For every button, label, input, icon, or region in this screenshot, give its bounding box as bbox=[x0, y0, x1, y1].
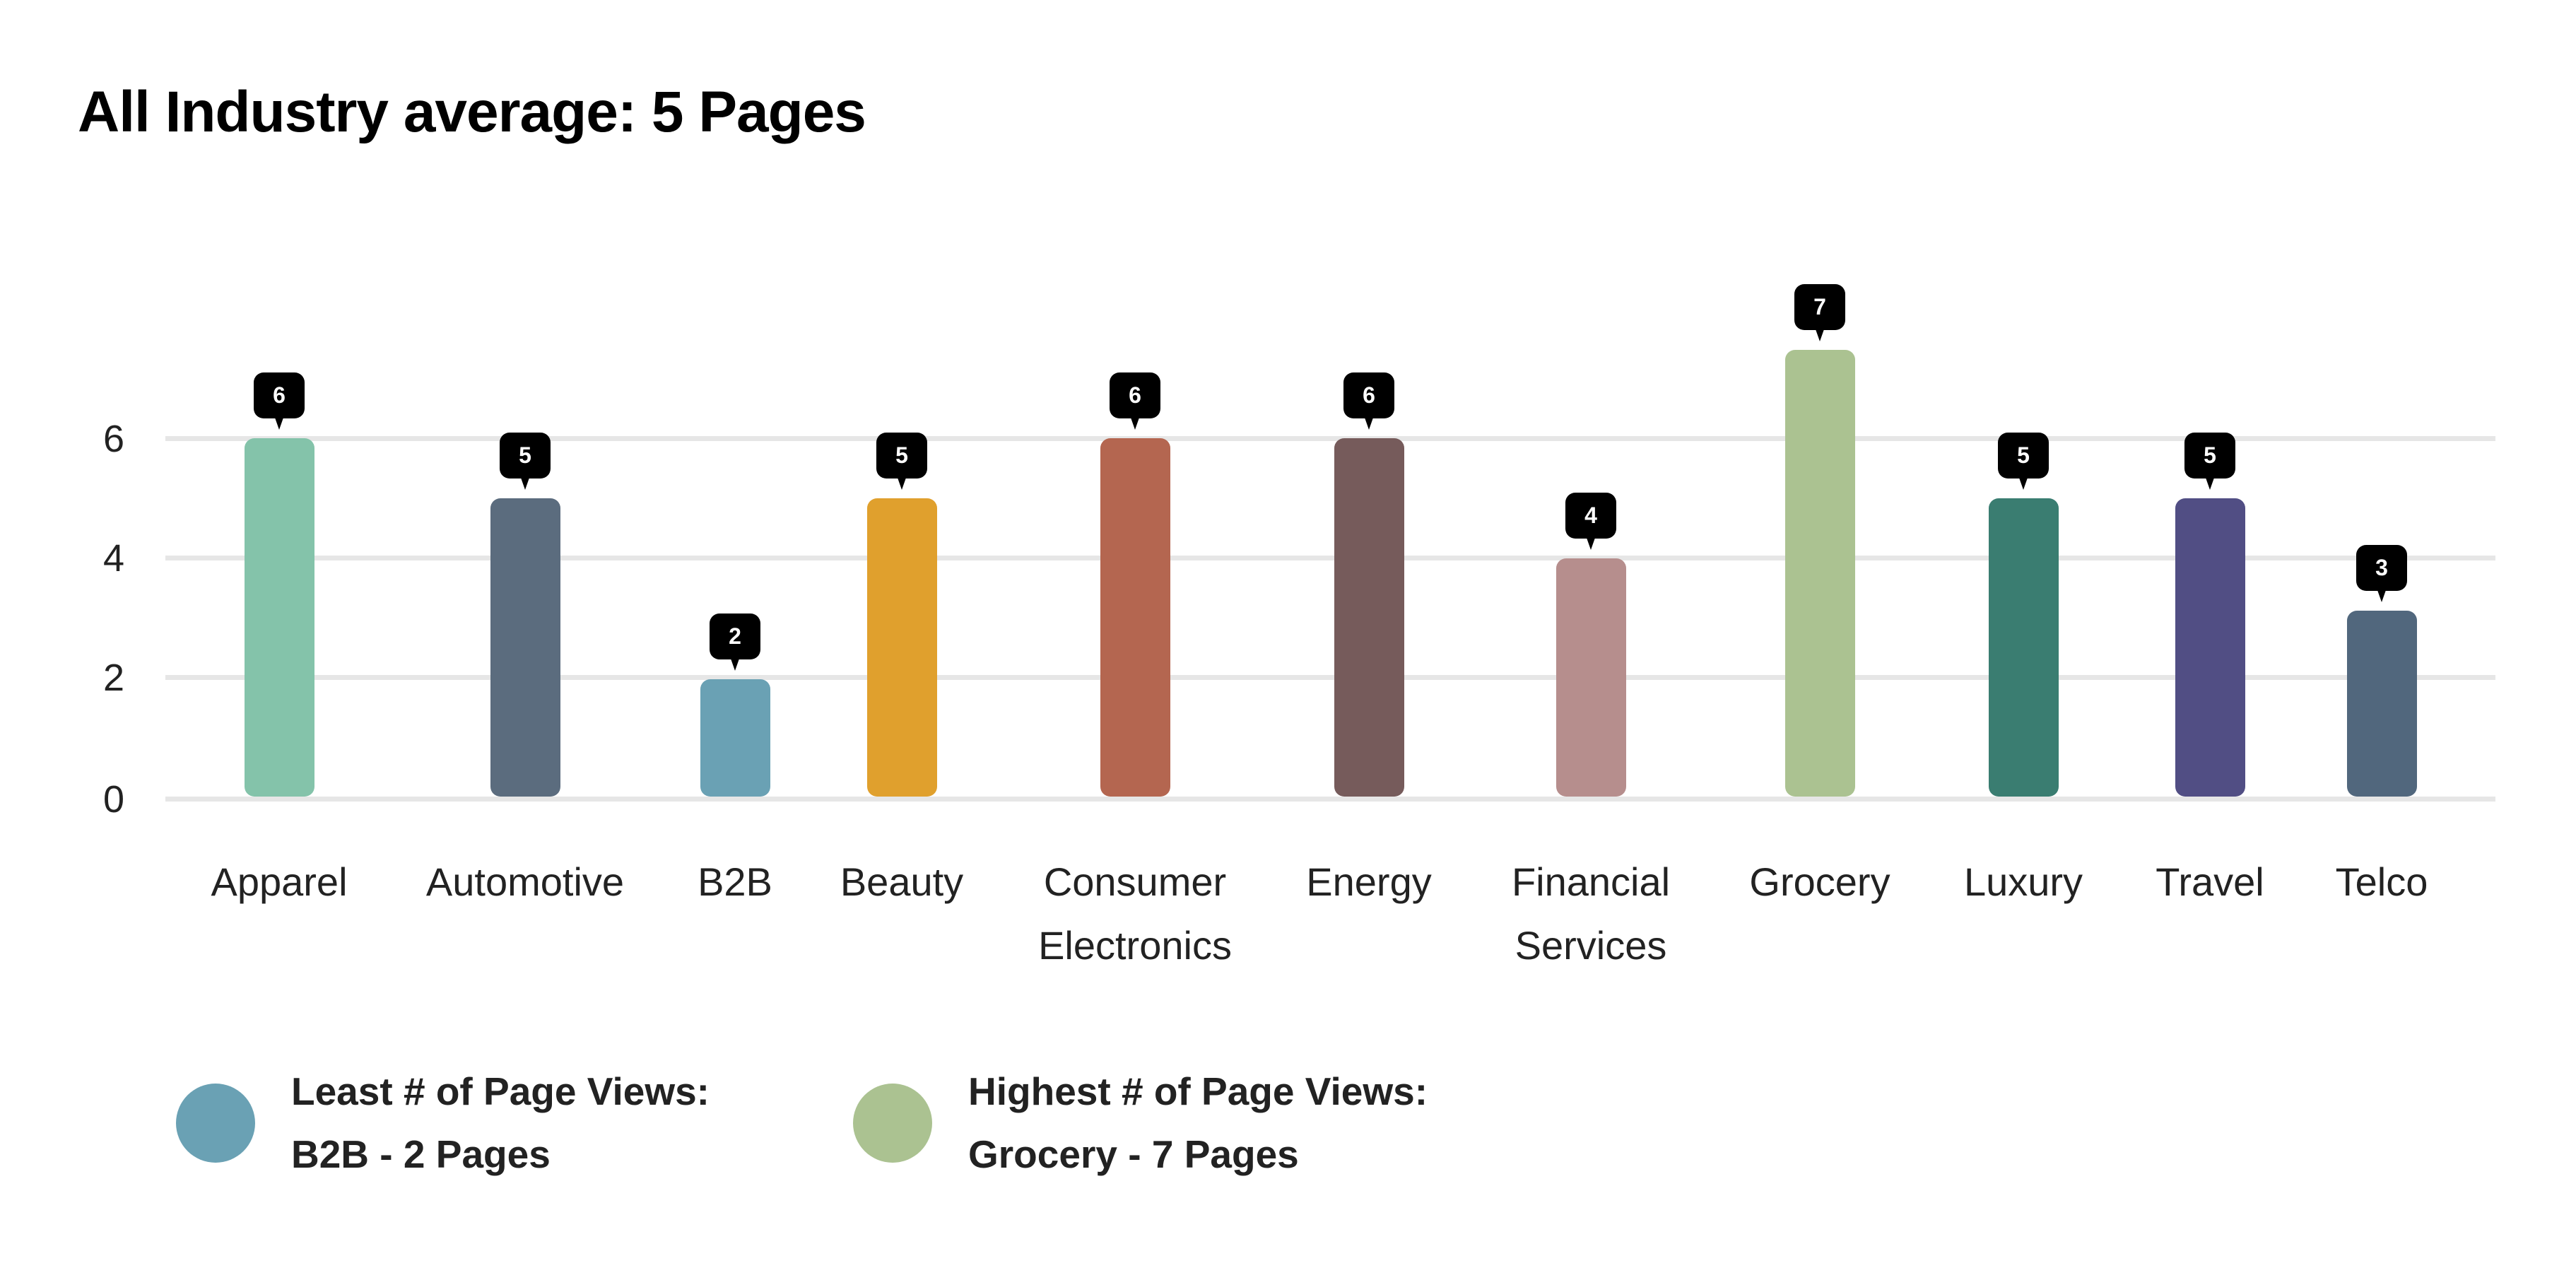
value-badge-consumer-electronics: 6 bbox=[1110, 372, 1160, 430]
bar-luxury[interactable] bbox=[1988, 498, 2059, 797]
x-label-line: Energy bbox=[1306, 859, 1432, 904]
legend-highest-value: Grocery - 7 Pages bbox=[968, 1132, 1299, 1176]
gridline-2 bbox=[165, 675, 2495, 680]
bar-apparel[interactable] bbox=[244, 438, 314, 797]
x-label-line: B2B bbox=[698, 859, 772, 904]
bar-telco[interactable] bbox=[2346, 611, 2417, 797]
legend-highest-title: Highest # of Page Views: bbox=[968, 1069, 1428, 1113]
legend-text-least: Least # of Page Views: B2B - 2 Pages bbox=[291, 1060, 710, 1186]
bar-b2b[interactable] bbox=[700, 679, 770, 797]
x-label-line: Automotive bbox=[425, 859, 625, 904]
bar-travel[interactable] bbox=[2175, 498, 2245, 797]
gridline-0 bbox=[165, 797, 2495, 802]
legend-swatch-least bbox=[176, 1084, 255, 1163]
x-label-line: Financial bbox=[1511, 859, 1671, 904]
x-label-beauty: Beauty bbox=[760, 850, 1043, 914]
x-label-energy: Energy bbox=[1228, 850, 1510, 914]
value-badge-apparel: 6 bbox=[254, 372, 305, 430]
x-label-line: Grocery bbox=[1749, 859, 1890, 904]
x-label-line: Apparel bbox=[211, 859, 348, 904]
value-badge-financial-services: 4 bbox=[1565, 493, 1616, 551]
x-label-line: Consumer bbox=[1043, 859, 1227, 904]
x-label-line: Luxury bbox=[1963, 859, 2083, 904]
y-tick-0: 0 bbox=[102, 778, 125, 821]
gridline-6 bbox=[165, 436, 2495, 441]
x-label-telco: Telco bbox=[2240, 850, 2523, 914]
x-label-travel: Travel bbox=[2069, 850, 2351, 914]
bar-financial-services[interactable] bbox=[1555, 558, 1626, 797]
x-label-luxury: Luxury bbox=[1882, 850, 2165, 914]
x-label-b2b: B2B bbox=[594, 850, 876, 914]
value-badge-telco: 3 bbox=[2356, 545, 2407, 603]
legend-least-value: B2B - 2 Pages bbox=[291, 1132, 551, 1176]
y-tick-4: 4 bbox=[102, 537, 125, 580]
legend-least-title: Least # of Page Views: bbox=[291, 1069, 710, 1113]
bar-grocery[interactable] bbox=[1784, 350, 1855, 797]
value-badge-beauty: 5 bbox=[876, 433, 927, 490]
y-tick-2: 2 bbox=[102, 657, 125, 699]
legend-item-highest: Highest # of Page Views: Grocery - 7 Pag… bbox=[853, 1060, 1428, 1186]
value-badge-energy: 6 bbox=[1343, 372, 1394, 430]
x-label-line: Telco bbox=[2335, 859, 2428, 904]
x-label-automotive: Automotive bbox=[384, 850, 666, 914]
gridline-4 bbox=[165, 556, 2495, 560]
legend-item-least: Least # of Page Views: B2B - 2 Pages bbox=[176, 1060, 710, 1186]
bar-automotive[interactable] bbox=[490, 498, 560, 797]
value-badge-b2b: 2 bbox=[710, 613, 760, 671]
x-label-apparel: Apparel bbox=[138, 850, 420, 914]
legend-swatch-highest bbox=[853, 1084, 932, 1163]
value-badge-travel: 5 bbox=[2184, 433, 2235, 490]
bar-energy[interactable] bbox=[1334, 438, 1404, 797]
value-badge-luxury: 5 bbox=[1998, 433, 2049, 490]
x-label-grocery: Grocery bbox=[1678, 850, 1961, 914]
chart-title: All Industry average: 5 Pages bbox=[78, 80, 866, 144]
x-label-line: Beauty bbox=[840, 859, 964, 904]
legend-text-highest: Highest # of Page Views: Grocery - 7 Pag… bbox=[968, 1060, 1428, 1186]
bar-beauty[interactable] bbox=[866, 498, 937, 797]
value-badge-grocery: 7 bbox=[1794, 284, 1845, 342]
y-tick-6: 6 bbox=[102, 418, 125, 460]
x-label-line: Services bbox=[1515, 923, 1667, 968]
value-badge-automotive: 5 bbox=[500, 433, 551, 490]
x-label-financial-services: Financial Services bbox=[1449, 850, 1732, 978]
x-label-consumer-electronics: Consumer Electronics bbox=[994, 850, 1276, 978]
bar-consumer-electronics[interactable] bbox=[1100, 438, 1170, 797]
x-label-line: Electronics bbox=[1038, 923, 1232, 968]
x-label-line: Travel bbox=[2156, 859, 2264, 904]
